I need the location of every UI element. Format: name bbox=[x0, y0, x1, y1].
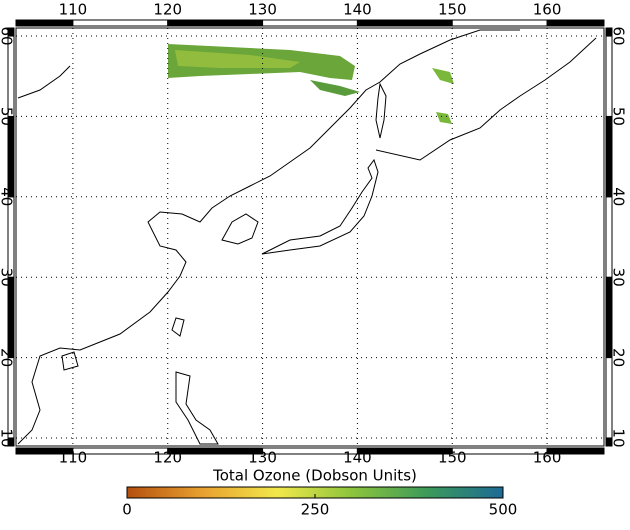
x-tick-label: 120 bbox=[153, 1, 182, 19]
border-segment bbox=[7, 196, 15, 278]
border-segment bbox=[605, 276, 613, 359]
border-segment bbox=[605, 115, 613, 198]
border-segment bbox=[262, 19, 358, 27]
colorbar-tick-label: 0 bbox=[122, 501, 132, 519]
colorbar-tick-label: 250 bbox=[301, 501, 330, 519]
y-tick-label: 30 bbox=[610, 268, 628, 287]
coastline bbox=[221, 213, 259, 245]
map-content bbox=[17, 29, 597, 445]
coastline bbox=[261, 158, 379, 255]
border-segment bbox=[7, 115, 15, 198]
ozone-patch bbox=[175, 50, 300, 68]
y-tick-label: 60 bbox=[0, 26, 16, 45]
y-tick-label: 30 bbox=[0, 268, 16, 287]
colorbar-title: Total Ozone (Dobson Units) bbox=[212, 467, 417, 485]
map-border bbox=[15, 27, 605, 447]
coastline bbox=[61, 351, 79, 371]
y-tick-label: 20 bbox=[0, 348, 16, 367]
x-tick-label: 150 bbox=[438, 1, 467, 19]
y-tick-label: 10 bbox=[610, 428, 628, 447]
border-segment bbox=[7, 35, 15, 117]
border-segment bbox=[605, 196, 613, 278]
map-frame: 110 110 120 120 130 130 140 140 150 150 160 160 10 10… bbox=[0, 1, 628, 519]
colorbar-tick-label: 500 bbox=[489, 501, 518, 519]
border-segment bbox=[7, 27, 15, 37]
x-tick-label: 140 bbox=[343, 449, 372, 467]
border-segment bbox=[7, 357, 15, 439]
ozone-swath bbox=[168, 44, 454, 124]
y-tick-label: 10 bbox=[0, 428, 16, 447]
y-tick-label: 20 bbox=[610, 348, 628, 367]
coastline bbox=[375, 37, 597, 161]
coastline bbox=[175, 371, 219, 445]
x-tick-label: 140 bbox=[343, 1, 372, 19]
y-tick-label: 60 bbox=[610, 26, 628, 45]
border-segment bbox=[546, 447, 605, 455]
border-segment bbox=[605, 357, 613, 439]
y-tick-label: 40 bbox=[610, 187, 628, 206]
coastlines bbox=[17, 29, 597, 445]
y-tick-label: 50 bbox=[0, 107, 16, 126]
coastline bbox=[17, 29, 520, 445]
x-tick-label: 110 bbox=[59, 449, 88, 467]
border-segment bbox=[605, 27, 613, 37]
ozone-patch bbox=[432, 68, 454, 84]
x-tick-label: 120 bbox=[153, 449, 182, 467]
ozone-patch bbox=[436, 112, 452, 124]
border-segment bbox=[167, 19, 264, 27]
coastline bbox=[17, 65, 71, 99]
border-segment bbox=[15, 19, 74, 27]
border-segment bbox=[356, 19, 453, 27]
border-segment bbox=[7, 276, 15, 359]
x-tick-label: 130 bbox=[248, 449, 277, 467]
border-segment bbox=[451, 19, 548, 27]
x-tick-label: 160 bbox=[533, 1, 562, 19]
border-segment bbox=[546, 19, 605, 27]
border-segment bbox=[72, 19, 169, 27]
y-tick-label: 40 bbox=[0, 187, 16, 206]
x-tick-label: 110 bbox=[59, 1, 88, 19]
coastline bbox=[375, 82, 387, 139]
border-segment bbox=[605, 35, 613, 117]
x-tick-label: 160 bbox=[533, 449, 562, 467]
x-tick-label: 150 bbox=[438, 449, 467, 467]
coastline bbox=[171, 317, 185, 337]
ozone-patch bbox=[310, 80, 360, 96]
y-tick-label: 50 bbox=[610, 107, 628, 126]
x-tick-label: 130 bbox=[248, 1, 277, 19]
